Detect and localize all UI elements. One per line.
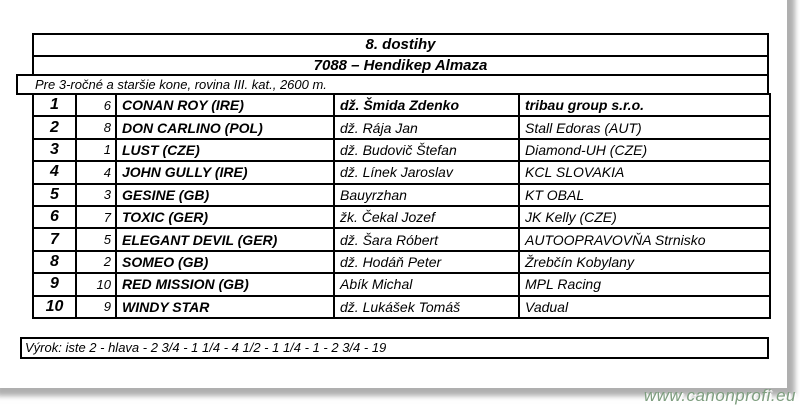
owner-cell: AUTOOPRAVOVŇA Strnisko	[518, 227, 771, 252]
owner-cell: Stall Edoras (AUT)	[518, 115, 771, 140]
table-row: 4 4 JOHN GULLY (IRE) dž. Línek Jaroslav KCL …	[32, 160, 771, 185]
horse-name-cell: TOXIC (GER)	[115, 204, 335, 230]
start-number-cell: 8	[75, 115, 117, 140]
owner-cell: tribau group s.r.o.	[518, 92, 771, 118]
rider-cell: dž. Rája Jan	[333, 115, 520, 140]
horse-name-cell: JOHN GULLY (IRE)	[115, 160, 335, 185]
place-cell: 1	[32, 92, 77, 118]
rider-cell: Abík Michal	[333, 272, 520, 297]
race-subtitle: 7088 – Hendikep Almaza	[32, 55, 769, 76]
watermark-text: www.canonprofi.eu	[643, 386, 796, 405]
owner-cell: KT OBAL	[518, 182, 771, 207]
rider-cell: dž. Šara Róbert	[333, 227, 520, 252]
table-row: 6 7 TOXIC (GER) žk. Čekal Jozef JK Kelly (CZ…	[32, 204, 771, 230]
start-number-cell: 1	[75, 137, 117, 163]
rider-cell: dž. Lukášek Tomáš	[333, 294, 520, 319]
race-title: 8. dostihy	[32, 33, 769, 57]
table-row: 5 3 GESINE (GB) Bauyrzhan KT OBAL	[32, 182, 771, 207]
start-number-cell: 2	[75, 249, 117, 275]
rider-cell: dž. Hodáň Peter	[333, 249, 520, 275]
horse-name-cell: WINDY STAR	[115, 294, 335, 319]
place-cell: 2	[32, 115, 77, 140]
place-cell: 6	[32, 204, 77, 230]
owner-cell: Vadual	[518, 294, 771, 319]
rider-cell: dž. Šmida Zdenko	[333, 92, 520, 118]
owner-cell: MPL Racing	[518, 272, 771, 297]
rider-cell: dž. Budovič Štefan	[333, 137, 520, 163]
table-row: 7 5 ELEGANT DEVIL (GER) dž. Šara Róbert AUTO…	[32, 227, 771, 252]
place-cell: 8	[32, 249, 77, 275]
horse-name-cell: LUST (CZE)	[115, 137, 335, 163]
owner-cell: JK Kelly (CZE)	[518, 204, 771, 230]
table-row: 8 2 SOMEO (GB) dž. Hodáň Peter Žrebčín Kobyl…	[32, 249, 771, 275]
place-cell: 10	[32, 294, 77, 319]
horse-name-cell: RED MISSION (GB)	[115, 272, 335, 297]
start-number-cell: 9	[75, 294, 117, 319]
start-number-cell: 5	[75, 227, 117, 252]
table-row: 10 9 WINDY STAR dž. Lukášek Tomáš Vadual	[32, 294, 771, 319]
race-conditions: Pre 3-ročné a staršie kone, rovina III. …	[16, 74, 769, 95]
rider-cell: dž. Línek Jaroslav	[333, 160, 520, 185]
start-number-cell: 4	[75, 160, 117, 185]
rider-cell: Bauyrzhan	[333, 182, 520, 207]
place-cell: 7	[32, 227, 77, 252]
table-row: 1 6 CONAN ROY (IRE) dž. Šmida Zdenko tribau …	[32, 92, 771, 118]
horse-name-cell: SOMEO (GB)	[115, 249, 335, 275]
place-cell: 3	[32, 137, 77, 163]
table-row: 9 10 RED MISSION (GB) Abík Michal MPL Racing	[32, 272, 771, 297]
horse-name-cell: GESINE (GB)	[115, 182, 335, 207]
horse-name-cell: DON CARLINO (POL)	[115, 115, 335, 140]
owner-cell: Diamond-UH (CZE)	[518, 137, 771, 163]
table-row: 2 8 DON CARLINO (POL) dž. Rája Jan Stall Edo…	[32, 115, 771, 140]
place-cell: 5	[32, 182, 77, 207]
verdict-line: Výrok: iste 2 - hlava - 2 3/4 - 1 1/4 - …	[20, 337, 769, 359]
place-cell: 9	[32, 272, 77, 297]
rider-cell: žk. Čekal Jozef	[333, 204, 520, 230]
start-number-cell: 6	[75, 92, 117, 118]
place-cell: 4	[32, 160, 77, 185]
horse-name-cell: CONAN ROY (IRE)	[115, 92, 335, 118]
start-number-cell: 7	[75, 204, 117, 230]
start-number-cell: 10	[75, 272, 117, 297]
table-row: 3 1 LUST (CZE) dž. Budovič Štefan Diamond-UH…	[32, 137, 771, 163]
horse-name-cell: ELEGANT DEVIL (GER)	[115, 227, 335, 252]
owner-cell: Žrebčín Kobylany	[518, 249, 771, 275]
start-number-cell: 3	[75, 182, 117, 207]
owner-cell: KCL SLOVAKIA	[518, 160, 771, 185]
results-table: 1 6 CONAN ROY (IRE) dž. Šmida Zdenko tribau …	[32, 92, 771, 319]
